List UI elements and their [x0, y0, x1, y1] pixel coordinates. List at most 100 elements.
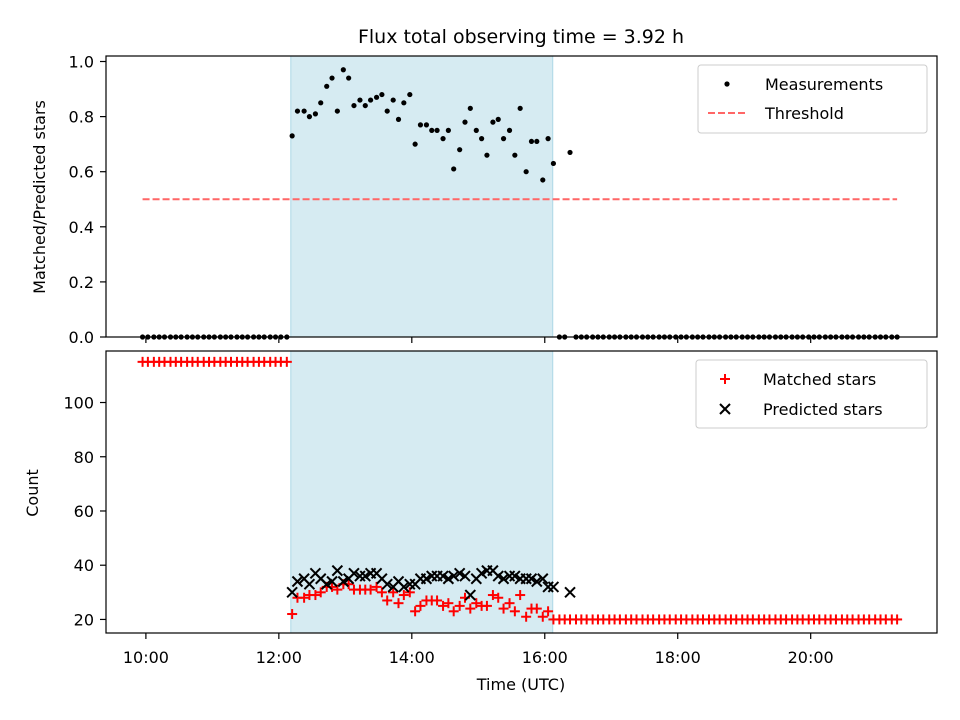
- measurement-point: [318, 100, 324, 106]
- predicted-star-point: [447, 570, 460, 582]
- matched-star-point: [493, 592, 504, 603]
- matched-star-point: [537, 611, 548, 622]
- predicted-star-point: [547, 581, 560, 593]
- x-tick-label: 10:00: [123, 648, 169, 667]
- predicted-star-point: [291, 575, 304, 588]
- x-tick-label: 16:00: [522, 648, 568, 667]
- measurement-point: [390, 97, 396, 103]
- measurement-point: [451, 166, 457, 172]
- predicted-star-point: [564, 586, 576, 599]
- matched-star-point: [376, 587, 387, 598]
- measurement-point: [479, 136, 485, 142]
- matched-star-point: [382, 595, 393, 606]
- measurement-point: [550, 160, 557, 167]
- matched-star-point: [443, 598, 454, 609]
- predicted-star-point: [303, 578, 316, 590]
- matched-star-point: [543, 606, 554, 617]
- x-tick-label: 20:00: [788, 648, 834, 667]
- matched-stars-series: [137, 356, 903, 625]
- predicted-star-point: [531, 575, 543, 588]
- bottom-x-ticks: 10:00 12:00 14:00 16:00 18:00 20:00: [123, 633, 834, 667]
- measurement-point: [484, 152, 490, 158]
- measurement-point: [495, 116, 501, 122]
- matched-star-point: [281, 356, 292, 367]
- top-x-ticks: [145, 337, 812, 343]
- matched-star-point: [521, 611, 532, 622]
- measurement-point: [289, 133, 295, 139]
- matched-star-point: [315, 587, 326, 598]
- predicted-star-point: [459, 570, 471, 582]
- matched-star-point: [287, 609, 298, 620]
- matched-star-point: [448, 606, 459, 617]
- matched-star-point: [498, 603, 509, 614]
- bottom-axes-frame: [105, 350, 938, 634]
- measurement-point: [500, 136, 507, 142]
- y-tick-label: 0.2: [69, 273, 94, 292]
- measurement-point: [423, 122, 430, 128]
- top-legend: Measurements Threshold: [697, 64, 928, 134]
- matched-star-point: [487, 590, 498, 601]
- measurement-point: [346, 75, 352, 81]
- measurement-point: [467, 105, 473, 111]
- legend-x-glyph: [719, 403, 731, 415]
- measurement-point: [379, 91, 385, 98]
- measurement-point: [367, 97, 374, 103]
- bottom-y-axis-label: Count: [23, 469, 42, 517]
- matched-star-point: [454, 600, 465, 611]
- matched-star-point: [509, 606, 520, 617]
- measurement-point: [324, 83, 330, 89]
- legend-predicted-label: Predicted stars: [763, 400, 883, 419]
- measurement-point: [384, 108, 390, 114]
- top-panel: 0.0 0.2 0.4 0.6 0.8 1.0 Matched/Predicted sta…: [30, 53, 938, 347]
- highlight-span: [290, 55, 554, 338]
- matched-star-point: [415, 600, 426, 611]
- measurement-point: [512, 152, 518, 158]
- highlight-span-bottom: [290, 350, 554, 634]
- y-tick-label: 20: [74, 610, 94, 629]
- measurement-point: [490, 119, 496, 125]
- measurement-point: [334, 108, 340, 114]
- measurement-point: [429, 127, 435, 133]
- matched-star-point: [404, 587, 415, 598]
- measurement-point: [294, 108, 301, 114]
- predicted-star-point: [537, 573, 549, 585]
- measurement-point: [434, 127, 440, 133]
- predicted-star-point: [381, 578, 393, 590]
- measurement-point: [340, 67, 346, 73]
- measurement-point: [506, 127, 513, 133]
- measurement-point: [473, 127, 479, 133]
- y-tick-label: 0.8: [69, 108, 94, 127]
- measurement-point: [457, 147, 463, 153]
- measurement-point: [357, 97, 363, 103]
- x-tick-label: 12:00: [256, 648, 302, 667]
- bottom-legend: Matched stars Predicted stars: [695, 359, 928, 429]
- matched-star-point: [465, 603, 476, 614]
- measurement-point: [540, 177, 546, 183]
- bottom-panel: 20 40 60 80 100 10:00 12:00 14:00 16:00 18:00 20:…: [23, 350, 938, 694]
- legend-measurements-label: Measurements: [765, 75, 883, 94]
- legend-threshold-label: Threshold: [764, 104, 844, 123]
- measurement-point: [362, 102, 368, 109]
- predicted-star-point: [348, 567, 360, 580]
- matched-star-point: [310, 590, 321, 601]
- y-tick-label: 0.0: [69, 328, 94, 347]
- measurement-point: [545, 136, 551, 142]
- top-axes-frame: [105, 55, 938, 338]
- matched-star-point: [471, 598, 482, 609]
- matched-star-point: [398, 590, 409, 601]
- measurement-point: [534, 138, 540, 145]
- x-tick-label: 14:00: [389, 648, 435, 667]
- y-tick-label: 0.4: [69, 218, 94, 237]
- top-y-ticks: 0.0 0.2 0.4 0.6 0.8 1.0: [69, 53, 106, 347]
- measurement-point: [567, 149, 573, 156]
- matched-star-point: [892, 614, 903, 625]
- y-tick-label: 0.6: [69, 163, 94, 182]
- matched-star-point: [410, 606, 421, 617]
- predicted-stars-series: [286, 564, 576, 601]
- measurement-point: [523, 169, 529, 175]
- matched-star-point: [393, 598, 404, 609]
- measurement-point: [401, 100, 407, 106]
- measurement-point: [312, 111, 319, 117]
- highlight-span: [290, 350, 554, 634]
